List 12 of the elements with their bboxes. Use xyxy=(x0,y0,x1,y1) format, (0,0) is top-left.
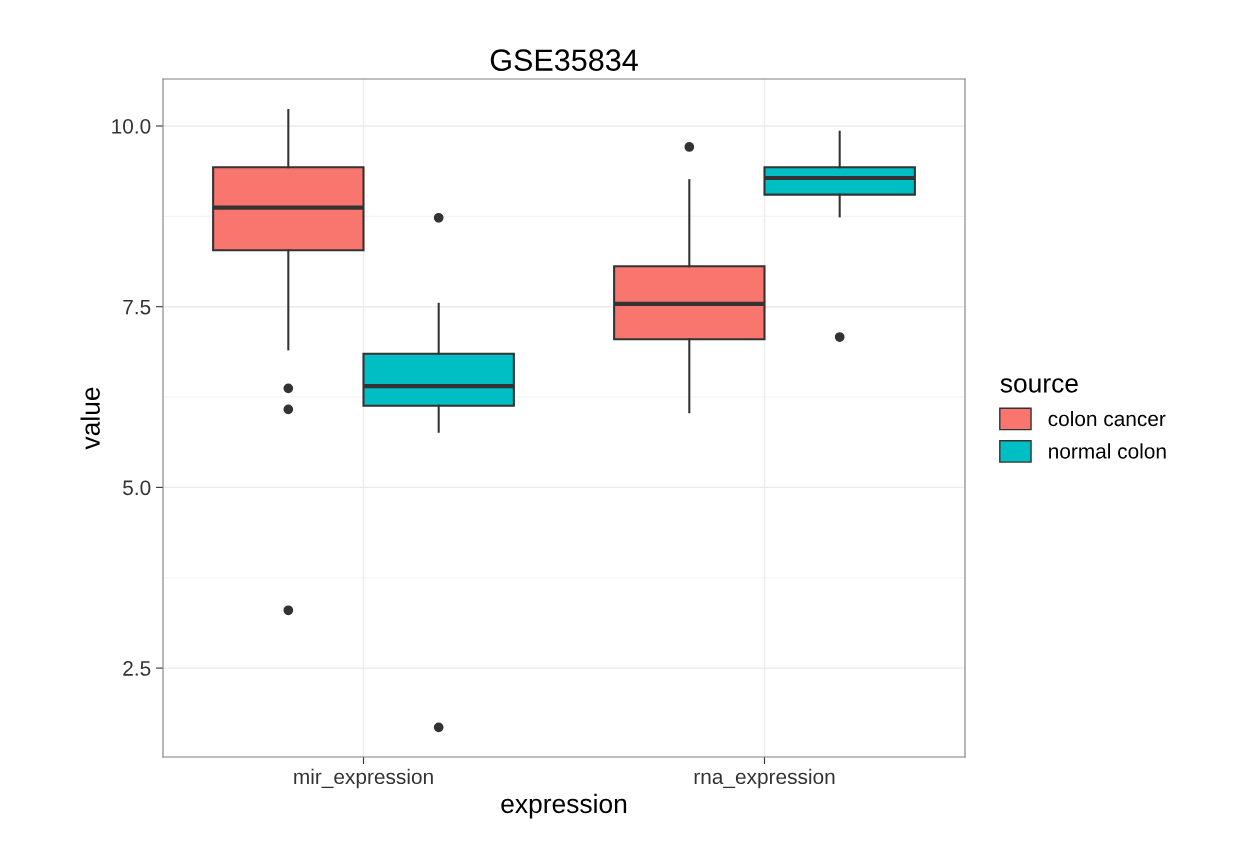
legend-title: source xyxy=(1000,378,1078,393)
y-tick-label: 10.0 xyxy=(112,118,151,134)
x-axis-title: expression xyxy=(501,793,627,819)
legend-label: normal colon xyxy=(1049,443,1166,459)
legend-label: colon cancer xyxy=(1048,410,1166,427)
y-axis-title: value xyxy=(80,387,100,450)
y-tick-label: 2.5 xyxy=(123,661,151,676)
x-tick-label: mir_expression xyxy=(294,768,433,789)
chart-title: GSE35834 xyxy=(490,49,638,71)
x-tick-label: rna_expression xyxy=(694,768,835,789)
y-tick-label: 5.0 xyxy=(123,480,151,496)
y-tick-label: 7.5 xyxy=(123,299,151,315)
